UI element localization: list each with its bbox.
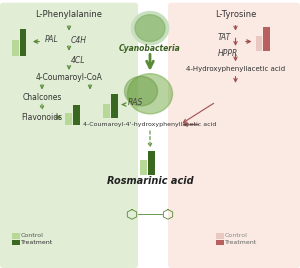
- Circle shape: [128, 74, 172, 114]
- Text: PAL: PAL: [45, 35, 59, 44]
- Bar: [20, 29, 26, 56]
- Bar: [111, 94, 118, 118]
- Bar: [12, 233, 20, 239]
- Circle shape: [135, 15, 165, 42]
- Text: 4-Coumaroyl-4'-hydroxyphenyllacetic acid: 4-Coumaroyl-4'-hydroxyphenyllacetic acid: [83, 122, 217, 127]
- Text: Treatment: Treatment: [21, 240, 53, 245]
- FancyBboxPatch shape: [168, 3, 300, 268]
- Text: Cyanobacteria: Cyanobacteria: [119, 44, 181, 53]
- Bar: [12, 40, 19, 56]
- Bar: [216, 233, 224, 239]
- Text: C4H: C4H: [70, 36, 86, 45]
- Bar: [140, 160, 147, 175]
- Bar: [65, 113, 72, 125]
- Bar: [12, 240, 20, 245]
- Text: Treatment: Treatment: [225, 240, 257, 245]
- Text: RAS: RAS: [128, 98, 143, 107]
- Text: 4-Coumaroyl-CoA: 4-Coumaroyl-CoA: [36, 73, 102, 82]
- Text: HPPR: HPPR: [218, 49, 238, 58]
- Text: Control: Control: [21, 233, 44, 238]
- Text: Control: Control: [225, 233, 248, 238]
- Text: Rosmarinic acid: Rosmarinic acid: [107, 176, 193, 186]
- Circle shape: [131, 12, 169, 45]
- Text: Chalcones: Chalcones: [22, 92, 62, 102]
- FancyBboxPatch shape: [0, 3, 138, 268]
- Bar: [148, 151, 154, 175]
- Bar: [73, 105, 80, 125]
- Text: L-Phenylalanine: L-Phenylalanine: [35, 10, 103, 19]
- Text: L-Tyrosine: L-Tyrosine: [215, 10, 256, 19]
- Bar: [103, 104, 110, 118]
- Text: 4-Hydroxyphenyllacetic acid: 4-Hydroxyphenyllacetic acid: [186, 66, 285, 72]
- Text: TAT: TAT: [218, 33, 231, 42]
- Bar: [216, 240, 224, 245]
- Bar: [263, 27, 270, 51]
- Bar: [256, 36, 262, 51]
- Circle shape: [124, 76, 158, 106]
- Text: Flavonoids: Flavonoids: [21, 113, 63, 122]
- Text: 4CL: 4CL: [70, 56, 85, 65]
